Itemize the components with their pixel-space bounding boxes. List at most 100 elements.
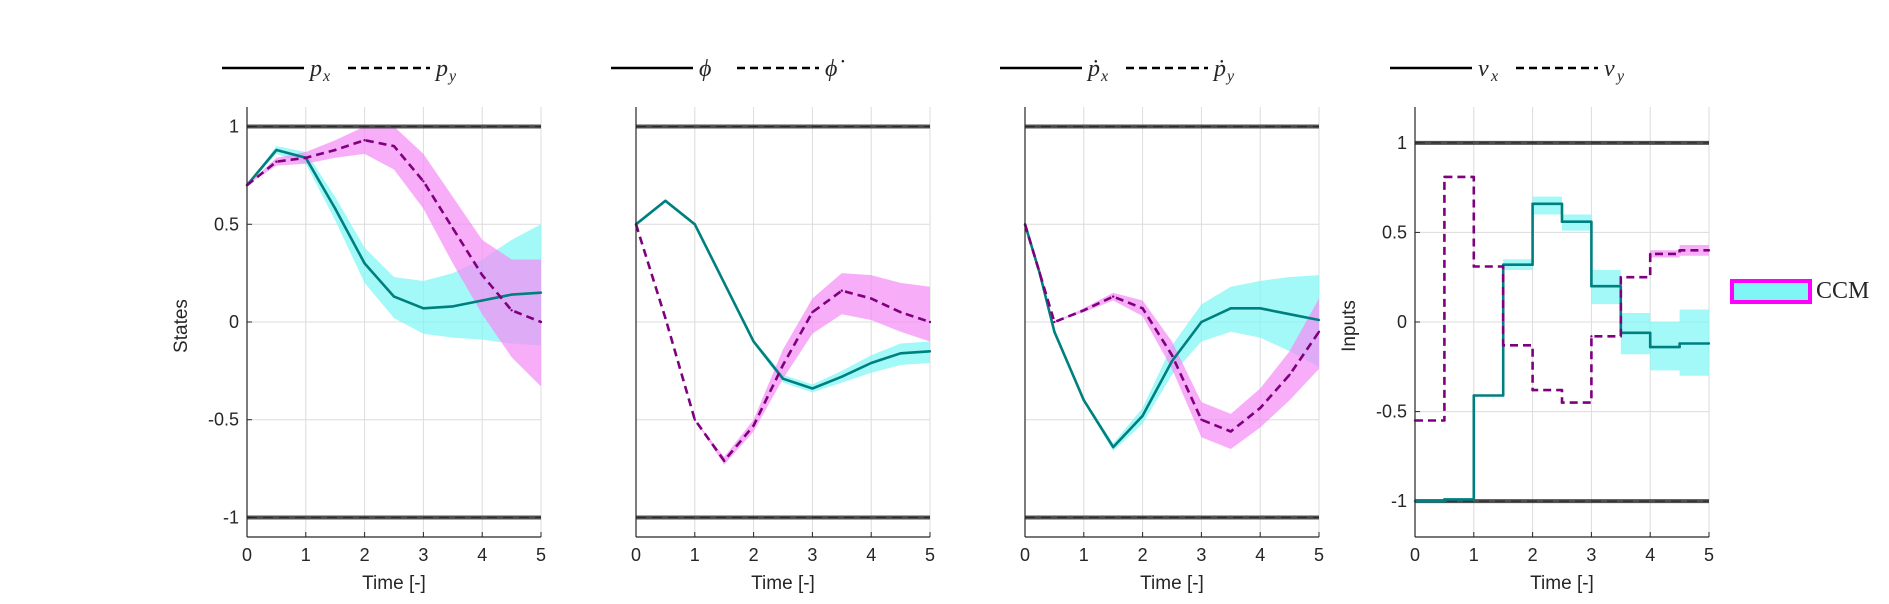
legend-sub-2: y — [1225, 68, 1235, 85]
data-point-p_y — [481, 273, 484, 277]
subplot-legend: ϕ ϕ̇ — [611, 56, 844, 82]
x-tick-label: 0 — [631, 545, 641, 565]
data-point-ṗ_y — [1112, 295, 1115, 298]
data-point-v_y — [1560, 401, 1564, 404]
data-point-p_x — [510, 293, 513, 296]
data-point-p_y — [451, 226, 454, 230]
data-point-ϕ̇ — [811, 311, 814, 314]
x-tick-label: 0 — [242, 545, 252, 565]
data-point-ṗ_x — [1288, 312, 1291, 316]
data-point-ϕ — [664, 199, 667, 203]
y-tick-label: 0.5 — [214, 214, 239, 234]
data-point-ṗ_y — [1170, 354, 1174, 357]
data-point-v_y — [1502, 344, 1505, 347]
data-point-v_y — [1443, 175, 1446, 179]
data-point-ϕ̇ — [928, 320, 932, 324]
data-point-ϕ̇ — [752, 424, 755, 427]
data-point-v_y — [1649, 252, 1652, 256]
legend-sub-1: x — [1490, 68, 1498, 85]
legend-label-1: ϕ — [699, 56, 711, 82]
data-point-ϕ̇ — [840, 289, 843, 292]
data-point-ϕ — [781, 377, 785, 380]
data-point-ϕ — [693, 223, 696, 226]
data-point-ṗ_x — [1170, 359, 1174, 363]
data-point-p_y — [539, 320, 543, 324]
data-point-p_y — [275, 160, 278, 163]
data-point-ϕ — [811, 387, 814, 390]
legend-sub-2: y — [447, 68, 457, 85]
legend-label-2: ϕ̇ — [825, 56, 844, 82]
band-ṗ_x — [1025, 224, 1319, 451]
data-point-ϕ — [840, 375, 843, 378]
y-tick-label: 0.5 — [1382, 222, 1407, 242]
data-point-ṗ_y — [1082, 309, 1086, 312]
legend-label-2: v — [1604, 56, 1615, 82]
data-point-v_y — [1531, 388, 1534, 392]
x-tick-label: 0 — [1020, 545, 1030, 565]
series-line-v_y — [1415, 175, 1709, 422]
data-point-v_x — [1443, 498, 1446, 501]
data-point-ϕ — [899, 352, 902, 355]
data-point-v_y — [1590, 335, 1593, 338]
series-line-ṗ_y — [1023, 223, 1321, 433]
x-tick-label: 5 — [536, 545, 546, 565]
band-ϕ̇ — [636, 224, 930, 465]
legend-label-1: v — [1478, 56, 1489, 82]
x-tick-label: 3 — [418, 545, 428, 565]
data-point-ϕ̇ — [664, 316, 667, 320]
x-tick-label: 2 — [360, 545, 370, 565]
data-point-ṗ_x — [1317, 318, 1321, 322]
band-v_x — [1415, 196, 1709, 502]
legend-label-2: ṗ — [1212, 56, 1226, 82]
data-point-ϕ — [870, 361, 873, 365]
x-tick-label: 1 — [690, 545, 700, 565]
data-point-ṗ_y — [1259, 406, 1262, 410]
data-point-ṗ_x — [1112, 445, 1115, 449]
data-point-ϕ̇ — [723, 459, 726, 462]
y-tick-label: 1 — [229, 117, 239, 137]
data-point-p_x — [363, 262, 366, 265]
data-point-ṗ_x — [1229, 307, 1233, 310]
y-tick-label: -0.5 — [208, 410, 239, 430]
x-axis-label: Time [-] — [362, 573, 426, 594]
y-tick-label: 1 — [1397, 133, 1407, 153]
series-line-v_x — [1415, 202, 1709, 503]
x-tick-label: 5 — [1704, 545, 1714, 565]
ccm-legend: CCM — [1730, 278, 1869, 304]
data-point-v_y — [1619, 276, 1623, 279]
x-axis-label: Time [-] — [1530, 573, 1594, 594]
legend-label-2: p — [434, 56, 448, 82]
x-axis-label: Time [-] — [751, 573, 815, 594]
data-point-p_x — [481, 299, 484, 302]
data-point-ṗ_x — [1259, 307, 1262, 310]
data-point-ṗ_x — [1141, 414, 1144, 418]
y-tick-label: -1 — [1391, 491, 1407, 511]
legend-sub-1: x — [322, 68, 330, 85]
data-point-ṗ_y — [1200, 418, 1203, 421]
data-point-ṗ_y — [1141, 307, 1144, 310]
x-tick-label: 0 — [1410, 545, 1420, 565]
data-point-ṗ_y — [1038, 271, 1041, 275]
x-tick-label: 4 — [477, 545, 487, 565]
data-point-v_x — [1472, 394, 1476, 397]
data-point-p_x — [275, 148, 278, 152]
legend-sub-1: x — [1100, 68, 1108, 85]
data-point-v_x — [1707, 342, 1711, 345]
data-point-v_y — [1678, 249, 1681, 252]
data-point-ϕ̇ — [899, 311, 902, 314]
data-point-p_y — [304, 156, 307, 160]
data-point-ṗ_y — [1317, 330, 1321, 333]
data-point-p_x — [451, 305, 454, 308]
x-tick-label: 5 — [1314, 545, 1324, 565]
y-tick-label: -0.5 — [1376, 402, 1407, 422]
data-point-v_x — [1649, 345, 1652, 349]
data-point-v_x — [1560, 220, 1564, 223]
x-tick-label: 2 — [749, 545, 759, 565]
ccm-legend-label: CCM — [1816, 278, 1869, 304]
x-axis-label: Time [-] — [1140, 573, 1204, 594]
series-line-ṗ_x — [1023, 223, 1320, 449]
data-point-p_y — [363, 139, 366, 142]
